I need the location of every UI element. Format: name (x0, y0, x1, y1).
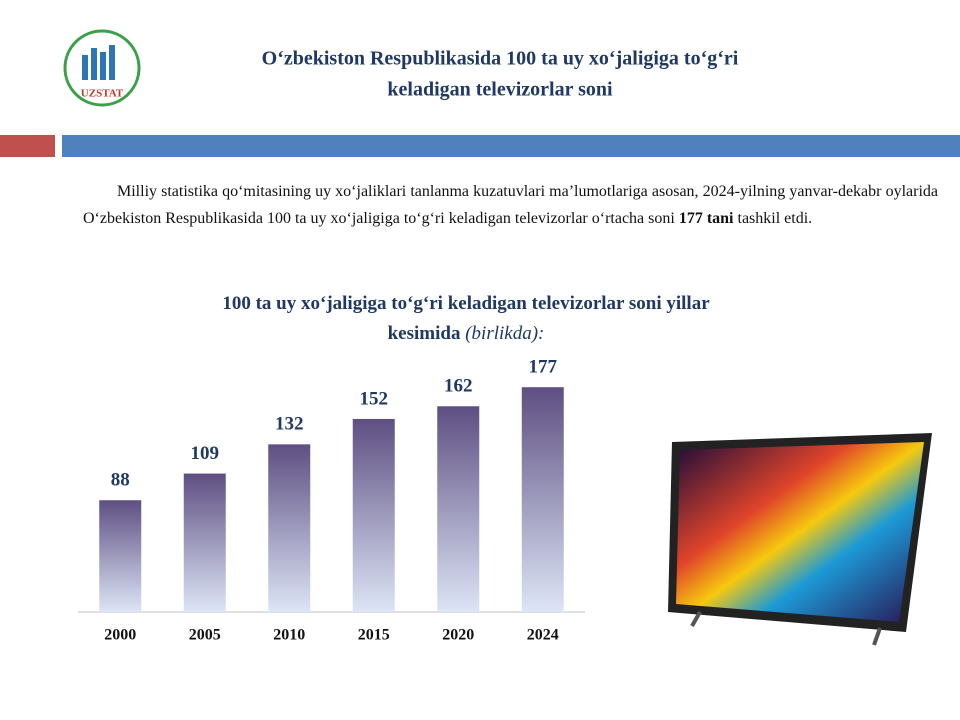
logo-text: UZSTAT (81, 88, 124, 100)
x-tick-label: 2020 (442, 627, 474, 644)
accent-bar (62, 135, 960, 157)
bar (183, 473, 226, 612)
bar (437, 406, 480, 612)
x-tick-label: 2010 (273, 627, 305, 644)
paragraph: Milliy statistika qo‘mitasining uy xo‘ja… (83, 178, 938, 232)
x-tick-label: 2005 (189, 627, 221, 644)
bar (521, 387, 564, 612)
paragraph-text: Milliy statistika qo‘mitasining uy xo‘ja… (83, 183, 938, 227)
paragraph-text: tashkil etdi. (733, 210, 813, 227)
value-label: 88 (111, 470, 130, 491)
x-tick-label: 2000 (104, 627, 136, 644)
value-label: 152 (360, 388, 389, 409)
value-label: 109 (191, 443, 220, 464)
logo: UZSTAT (63, 29, 141, 107)
chart-title-line: 100 ta uy xo‘jaligiga to‘g‘ri keladigan … (222, 293, 710, 314)
value-label: 132 (275, 414, 304, 435)
bar (99, 500, 142, 612)
x-tick-label: 2024 (527, 627, 559, 644)
tv (668, 433, 932, 646)
chart-subtitle: (birlikda): (465, 323, 544, 344)
accent-bar (0, 135, 55, 157)
x-tick-label: 2015 (358, 627, 390, 644)
bar (352, 418, 395, 612)
value-label: 162 (444, 376, 473, 397)
value-label: 177 (529, 357, 558, 378)
header-title: keladigan televizorlar soni (387, 79, 613, 101)
bar (268, 444, 311, 612)
paragraph-bold: 177 tani (678, 210, 734, 227)
header-title: O‘zbekiston Respublikasida 100 ta uy xo‘… (262, 48, 739, 70)
chart-title: 100 ta uy xo‘jaligiga to‘g‘ri keladigan … (222, 293, 710, 344)
chart-title-line: kesimida (388, 323, 466, 344)
